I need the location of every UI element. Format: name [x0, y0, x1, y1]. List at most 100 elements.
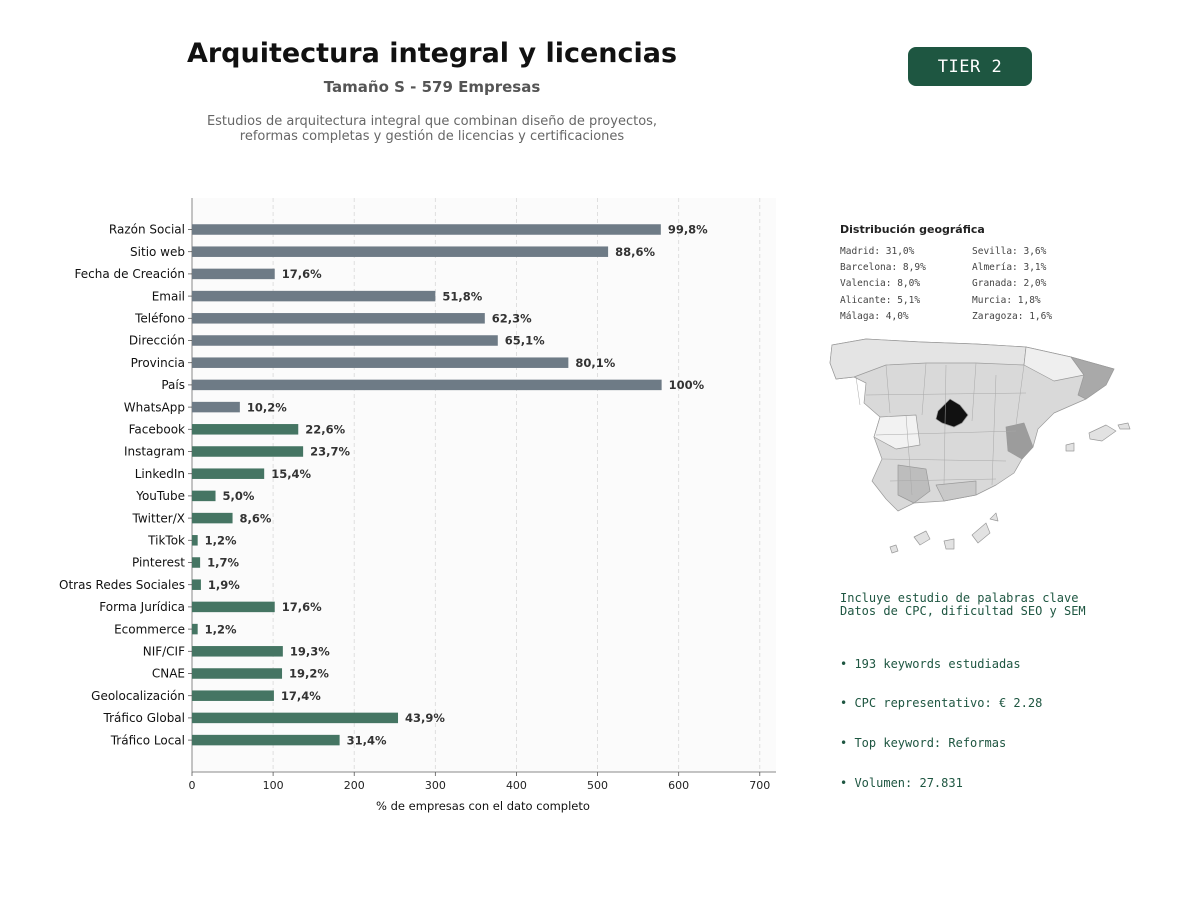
category-label: Tráfico Local [110, 733, 185, 747]
bar [192, 579, 201, 590]
x-tick-label: 0 [189, 779, 196, 792]
bar-value-label: 17,6% [282, 267, 322, 281]
map-region-madrid [935, 398, 969, 428]
bar-value-label: 10,2% [247, 400, 287, 414]
x-tick-label: 200 [344, 779, 365, 792]
map-region-canary-3 [943, 538, 955, 550]
bar [192, 424, 299, 435]
category-label: YouTube [135, 489, 185, 503]
geo-item: Murcia: 1,8% [972, 294, 1041, 306]
bar-value-label: 1,2% [205, 622, 237, 636]
geo-item: Zaragoza: 1,6% [972, 310, 1053, 322]
bar [192, 646, 283, 657]
keyword-bullet: • 193 keywords estudiadas [840, 656, 1021, 671]
map-region-balearic-3 [1065, 442, 1075, 452]
geo-item: Sevilla: 3,6% [972, 246, 1047, 257]
map-region-canary-2 [913, 530, 931, 546]
category-label: País [161, 378, 185, 392]
bar [192, 490, 216, 502]
bar [192, 623, 198, 635]
category-label: LinkedIn [135, 467, 185, 481]
map-region-andalusia-east [935, 480, 977, 502]
map-region-canary-4 [971, 522, 991, 544]
category-label: Teléfono [134, 312, 185, 326]
bar-value-label: 17,6% [282, 600, 322, 614]
bar-value-label: 1,2% [205, 534, 237, 548]
bar [192, 712, 399, 724]
keywords-panel: Incluye estudio de palabras clave Datos … [840, 591, 1170, 816]
bar-chart: 0 100 200 300 400 500 600 700 % de empresas con … [59, 198, 776, 813]
x-tick-label: 700 [749, 779, 770, 792]
bar [192, 401, 240, 413]
bar [192, 468, 265, 479]
bar [192, 313, 485, 324]
tier-badge: TIER 2 [908, 47, 1032, 86]
bar-value-label: 65,1% [505, 334, 545, 348]
page-title: Arquitectura integral y licencias [186, 38, 678, 69]
geo-item: Almería: 3,1% [972, 262, 1047, 274]
category-label: Pinterest [132, 556, 185, 570]
category-label: Geolocalización [91, 689, 185, 703]
bar-value-label: 62,3% [492, 312, 532, 326]
keywords-line-1: Incluye estudio de palabras clave [840, 591, 1079, 605]
category-label: TikTok [147, 534, 185, 548]
bar-value-label: 43,9% [405, 711, 445, 725]
keywords-bullet-list: • 193 keywords estudiadas • CPC represen… [840, 631, 1170, 816]
map-region-canary-5 [989, 512, 999, 522]
x-tick-label: 300 [425, 779, 446, 792]
bar [192, 734, 340, 746]
bar-value-label: 1,7% [207, 556, 239, 570]
geo-item: Málaga: 4,0% [840, 310, 909, 322]
bar-value-label: 19,3% [290, 645, 330, 659]
category-label: Sitio web [130, 245, 185, 259]
geo-item: Madrid: 31,0% [840, 246, 915, 257]
category-label: Instagram [124, 445, 185, 459]
map-region-west [873, 414, 921, 450]
keyword-bullet: • Volumen: 27.831 [840, 775, 963, 790]
category-label: WhatsApp [124, 400, 185, 414]
category-label: Otras Redes Sociales [59, 578, 185, 592]
category-label: Provincia [131, 356, 185, 370]
category-label: Fecha de Creación [75, 267, 185, 281]
description: Estudios de arquitectura integral que co… [182, 114, 682, 144]
bar [192, 246, 609, 257]
bar-value-label: 88,6% [615, 245, 655, 259]
category-label: Twitter/X [132, 511, 185, 525]
bar [192, 357, 569, 368]
bar-value-label: 1,9% [208, 578, 240, 592]
bar-value-label: 100% [669, 378, 705, 392]
category-label: Forma Jurídica [99, 600, 185, 614]
bar [192, 668, 283, 679]
geo-item: Granada: 2,0% [972, 278, 1047, 290]
category-label: Email [152, 289, 185, 303]
map-region-valencia [1005, 422, 1034, 460]
geo-item: Valencia: 8,0% [840, 278, 921, 290]
bar [192, 557, 201, 568]
geo-title: Distribución geográfica [840, 223, 985, 236]
keyword-bullet: • Top keyword: Reformas [840, 736, 1007, 751]
bar [192, 379, 662, 391]
category-label: Tráfico Global [103, 711, 185, 725]
bar-value-label: 5,0% [223, 489, 255, 503]
map-province-borders [855, 362, 1027, 496]
description-line-1: Estudios de arquitectura integral que co… [206, 114, 658, 129]
page-subtitle: Tamaño S - 579 Empresas [323, 78, 541, 96]
map-region-canary-1 [889, 544, 899, 554]
bar [192, 690, 274, 701]
bar-value-label: 23,7% [310, 445, 350, 459]
bar-value-label: 80,1% [575, 356, 615, 370]
geo-item: Alicante: 5,1% [840, 294, 921, 306]
bar [192, 512, 233, 524]
bar [192, 224, 661, 235]
x-axis-label: % de empresas con el dato completo [376, 799, 590, 813]
bar [192, 290, 436, 302]
category-label: Razón Social [109, 223, 185, 237]
geo-item: Barcelona: 8,9% [840, 262, 926, 274]
geo-distribution-list: Madrid: 31,0% Sevilla: 3,6% Barcelona: 8… [840, 246, 1100, 327]
bar [192, 535, 198, 546]
keywords-line-2: Datos de CPC, dificultad SEO y SEM [840, 604, 1086, 619]
category-label: CNAE [152, 667, 185, 681]
description-line-2: reformas completas y gestión de licencia… [239, 129, 625, 144]
map-region-ne [1023, 346, 1085, 382]
keyword-bullet: • CPC representativo: € 2.28 [840, 696, 1043, 711]
